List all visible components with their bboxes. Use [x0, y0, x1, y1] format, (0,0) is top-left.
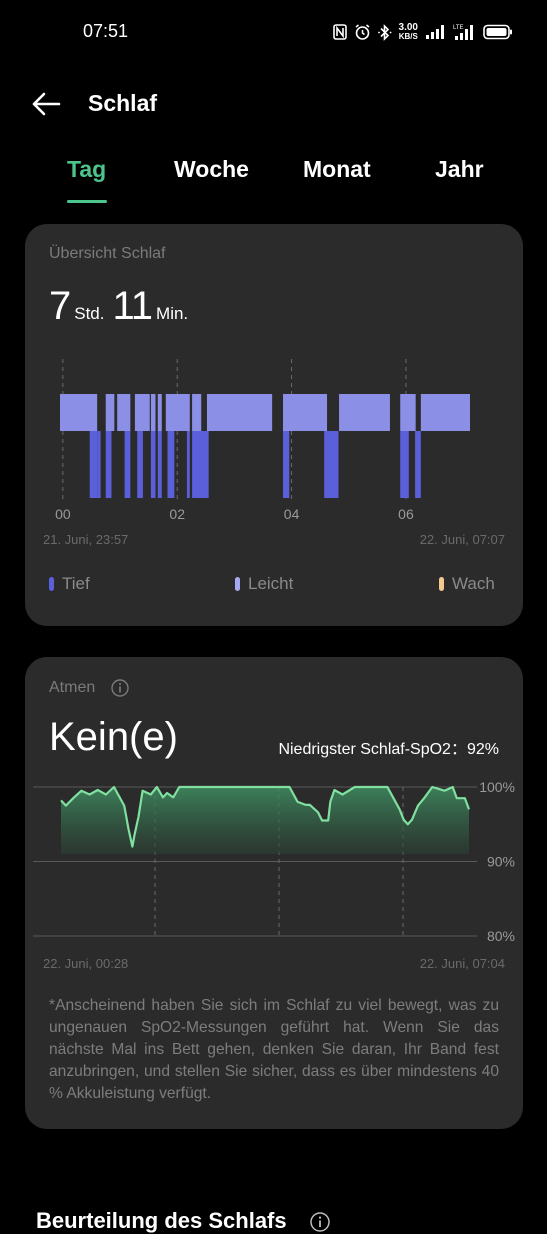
sleep-segment-leicht: [157, 394, 162, 431]
nfc-icon: [332, 24, 347, 40]
network-speed: 3.00 KB/S: [399, 23, 418, 41]
net-speed-value: 3.00: [398, 22, 418, 33]
breath-status-value: Kein(e): [49, 715, 178, 759]
sleep-end-label: 22. Juni, 07:07: [420, 532, 505, 547]
sleep-segment-tief: [186, 431, 190, 498]
sleep-hours-value: 7: [49, 284, 71, 328]
sleep-segment-tief: [157, 431, 162, 498]
tab-woche[interactable]: Woche: [174, 156, 249, 182]
sleep-segment-leicht: [283, 394, 328, 431]
x-tick-label: 06: [398, 506, 414, 522]
signal-icon: [426, 25, 444, 39]
sleep-segment-leicht: [134, 394, 150, 431]
spo2-start-label: 22. Juni, 00:28: [43, 956, 128, 971]
legend-item-leicht: Leicht: [235, 574, 293, 594]
y-tick-label: 90%: [487, 854, 515, 870]
legend-dot-wach: [439, 577, 444, 591]
header: Schlaf: [0, 80, 547, 128]
lowest-spo2-label: Niedrigster Schlaf-SpO2：: [278, 741, 467, 758]
bluetooth-icon: [377, 23, 392, 41]
sleep-segment-leicht: [192, 394, 202, 431]
sleep-segment-tief: [415, 431, 421, 498]
sleep-segment-tief: [137, 431, 143, 498]
sleep-segment-tief: [97, 431, 101, 498]
sleep-segment-tief: [324, 431, 339, 498]
info-icon[interactable]: [111, 679, 129, 697]
sleep-segment-leicht: [400, 394, 416, 431]
sleep-segment-tief: [283, 431, 290, 498]
x-tick-label: 04: [284, 506, 300, 522]
breath-card-title: Atmen: [49, 679, 96, 696]
sleep-segment-tief: [192, 431, 209, 498]
sleep-start-label: 21. Juni, 23:57: [43, 532, 128, 547]
sleep-segment-leicht: [165, 394, 190, 431]
status-bar: 07:51 3.00 KB/S LTE: [0, 0, 547, 62]
spo2-line: [60, 785, 471, 848]
net-speed-unit: KB/S: [398, 32, 418, 41]
sleep-hours-unit: Std.: [74, 304, 105, 323]
arrow-left-icon: [32, 92, 61, 116]
sleep-stage-chart: 00 02 04 06 21. Juni, 23:57 22. Juni, 07:07: [43, 359, 505, 547]
page-title: Schlaf: [88, 90, 158, 116]
legend-item-tief: Tief: [49, 574, 90, 594]
battery-icon: [483, 24, 512, 40]
sleep-segment-tief: [150, 431, 156, 498]
tab-jahr[interactable]: Jahr: [435, 156, 484, 182]
sleep-segment-leicht: [105, 394, 115, 431]
legend-label-wach: Wach: [452, 574, 495, 593]
status-time: 07:51: [83, 21, 129, 41]
spo2-chart: 100% 90% 80% 22. Juni, 00:28 22. Juni, 07:04: [33, 779, 515, 971]
measurement-note: *Anscheinend haben Sie sich im Schlaf zu…: [49, 997, 499, 1102]
sleep-segment-leicht: [339, 394, 390, 431]
breathing-card[interactable]: Atmen Kein(e) Niedrigster Schlaf-SpO2：92…: [25, 657, 523, 1129]
sleep-segment-tief: [105, 431, 112, 498]
sleep-minutes-value: 11: [112, 284, 154, 328]
sleep-duration: 7 Std. 11 Min.: [49, 284, 196, 329]
period-tabs: Tag Woche Monat Jahr: [0, 150, 547, 208]
lte-signal-icon: LTE: [453, 25, 473, 40]
sleep-segment-leicht: [420, 394, 470, 431]
y-tick-label: 80%: [487, 928, 515, 944]
legend-dot-tief: [49, 577, 54, 591]
sleep-segment-tief: [400, 431, 409, 498]
lowest-spo2-value: 92%: [466, 741, 499, 758]
sleep-minutes-unit: Min.: [156, 304, 189, 323]
active-tab-indicator: [67, 200, 107, 203]
svg-text:LTE: LTE: [453, 25, 464, 31]
sleep-overview-card[interactable]: Übersicht Schlaf 7 Std. 11 Min. 00 02 04 06…: [25, 224, 523, 626]
legend-label-tief: Tief: [62, 574, 90, 593]
info-icon[interactable]: [310, 1212, 330, 1232]
spo2-area: [61, 787, 469, 855]
legend-label-leicht: Leicht: [248, 574, 294, 593]
spo2-end-label: 22. Juni, 07:04: [420, 956, 505, 971]
x-tick-label: 02: [169, 506, 185, 522]
tab-monat[interactable]: Monat: [303, 156, 371, 182]
sleep-segment-leicht: [60, 394, 98, 431]
alarm-icon: [355, 23, 369, 40]
sleep-card-title: Übersicht Schlaf: [49, 245, 166, 262]
x-tick-label: 00: [55, 506, 71, 522]
sleep-segment-leicht: [150, 394, 156, 431]
status-icons: 3.00 KB/S LTE: [332, 20, 513, 44]
lowest-spo2: Niedrigster Schlaf-SpO2：92%: [278, 735, 499, 759]
sleep-segment-leicht: [206, 394, 273, 431]
y-tick-label: 100%: [479, 779, 515, 795]
sleep-segment-tief: [124, 431, 131, 498]
legend-item-wach: Wach: [439, 574, 495, 594]
sleep-segment-leicht: [117, 394, 131, 431]
section-title-sleep-rating: Beurteilung des Schlafs: [36, 1208, 287, 1233]
back-button[interactable]: [30, 90, 64, 118]
sleep-segment-tief: [89, 431, 98, 498]
tab-tag[interactable]: Tag: [67, 156, 107, 182]
legend-dot-leicht: [235, 577, 240, 591]
sleep-segment-tief: [167, 431, 175, 498]
